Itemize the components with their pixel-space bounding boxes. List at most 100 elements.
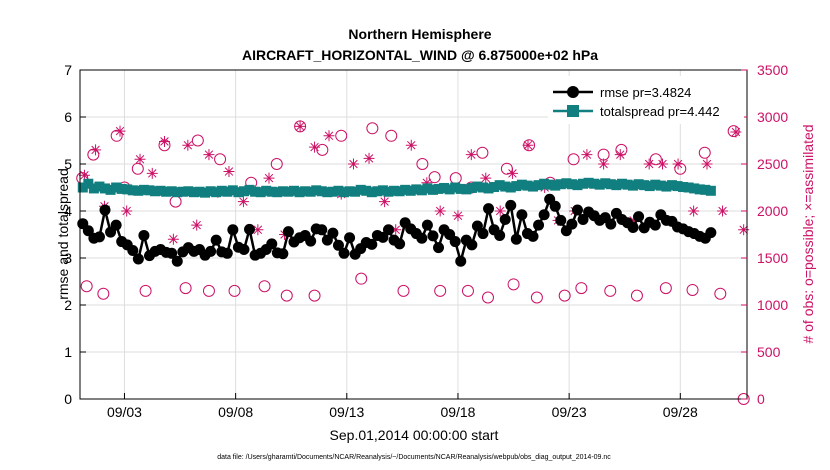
totalspread-point — [661, 181, 672, 192]
totalspread-point — [666, 180, 677, 191]
right-tick-label: 500 — [757, 344, 781, 360]
totalspread-point — [283, 186, 294, 197]
rmse-point — [171, 255, 183, 267]
totalspread-point — [489, 182, 500, 193]
x-tick-label: 09/03 — [107, 404, 142, 420]
totalspread-point — [416, 185, 427, 196]
totalspread-point — [83, 178, 94, 189]
obs-possible-marker — [355, 272, 368, 285]
totalspread-point — [211, 187, 222, 198]
obs-assimilated-marker — [191, 219, 203, 231]
obs-assimilated-marker — [434, 205, 446, 217]
obs-assimilated-marker — [421, 177, 433, 189]
rmse-point — [110, 219, 122, 231]
rmse-point — [477, 228, 489, 240]
right-tick-label: 1000 — [757, 297, 788, 313]
totalspread-point — [405, 185, 416, 196]
totalspread-point — [155, 185, 166, 196]
totalspread-point — [100, 183, 111, 194]
obs-possible-marker — [258, 280, 271, 293]
totalspread-layer — [77, 177, 716, 198]
obs-assimilated-marker — [672, 158, 684, 170]
rmse-point — [449, 236, 461, 248]
totalspread-point — [94, 181, 105, 192]
obs-assimilated-marker — [614, 149, 626, 161]
totalspread-point — [605, 179, 616, 190]
totalspread-point — [266, 186, 277, 197]
rmse-point — [338, 247, 350, 259]
rmse-point — [227, 224, 239, 236]
rmse-point — [549, 200, 561, 212]
totalspread-point — [450, 182, 461, 193]
legend-rmse-marker — [567, 86, 579, 98]
obs-possible-marker — [97, 287, 110, 300]
totalspread-point — [361, 185, 372, 196]
obs-assimilated-marker — [347, 158, 359, 170]
obs-assimilated-marker — [522, 139, 534, 151]
totalspread-point — [494, 180, 505, 191]
rmse-point — [282, 226, 294, 238]
obs-assimilated-marker — [657, 158, 669, 170]
rmse-point — [382, 224, 394, 236]
rmse-point — [494, 229, 506, 241]
chart-title-line-2: AIRCRAFT_HORIZONTAL_WIND @ 6.875000e+02 … — [242, 47, 598, 63]
rmse-point — [577, 213, 589, 225]
totalspread-point — [216, 185, 227, 196]
rmse-point — [394, 238, 406, 250]
totalspread-point — [694, 184, 705, 195]
obs-assimilated-marker — [158, 135, 170, 147]
totalspread-point — [689, 183, 700, 194]
legend-spread-marker — [567, 105, 579, 117]
totalspread-point — [561, 178, 572, 189]
obs-assimilated-marker — [506, 167, 518, 179]
x-tick-label: 09/13 — [329, 404, 364, 420]
obs-assimilated-marker — [730, 126, 742, 138]
obs-possible-marker — [280, 289, 293, 302]
totalspread-point — [400, 184, 411, 195]
obs-assimilated-marker — [114, 125, 126, 137]
totalspread-point — [566, 179, 577, 190]
totalspread-point — [327, 186, 338, 197]
obs-assimilated-marker — [146, 167, 158, 179]
rmse-point — [332, 239, 344, 251]
rmse-point — [538, 209, 550, 221]
rmse-point — [466, 239, 478, 251]
obs-assimilated-marker — [121, 205, 133, 217]
obs-assimilated-marker — [90, 144, 102, 156]
right-tick-label: 1500 — [757, 250, 788, 266]
obs-possible-marker — [597, 148, 610, 161]
totalspread-point — [505, 182, 516, 193]
totalspread-point — [305, 186, 316, 197]
obs-possible-marker — [110, 129, 123, 142]
totalspread-point — [700, 184, 711, 195]
rmse-point — [238, 244, 250, 256]
totalspread-point — [594, 179, 605, 190]
obs-possible-marker — [179, 282, 192, 295]
obs-possible-marker — [481, 291, 494, 304]
totalspread-point — [528, 181, 539, 192]
rmse-point — [210, 234, 222, 246]
totalspread-point — [466, 182, 477, 193]
rmse-point — [244, 223, 256, 235]
rmse-point — [633, 211, 645, 223]
obs-assimilated-marker — [182, 139, 194, 151]
right-axis-ticks: 0 500 1000 1500 2000 2500 3000 3500 — [741, 62, 788, 407]
totalspread-point — [133, 185, 144, 196]
obs-possible-marker — [476, 146, 489, 159]
totalspread-point — [222, 186, 233, 197]
left-tick-label: 6 — [64, 109, 72, 125]
totalspread-point — [161, 186, 172, 197]
obs-possible-marker — [649, 153, 662, 166]
rmse-point — [483, 203, 495, 215]
totalspread-point — [355, 184, 366, 195]
rmse-point — [93, 231, 105, 243]
right-tick-label: 2000 — [757, 203, 788, 219]
totalspread-point — [472, 181, 483, 192]
rmse-point — [505, 199, 517, 211]
totalspread-point — [261, 185, 272, 196]
rmse-point — [705, 227, 717, 239]
rmse-point — [82, 225, 94, 237]
obs-assimilated-marker — [701, 158, 713, 170]
obs-assimilated-marker — [134, 153, 146, 165]
left-axis-ticks: 0 1 2 3 4 5 6 7 — [64, 62, 86, 407]
